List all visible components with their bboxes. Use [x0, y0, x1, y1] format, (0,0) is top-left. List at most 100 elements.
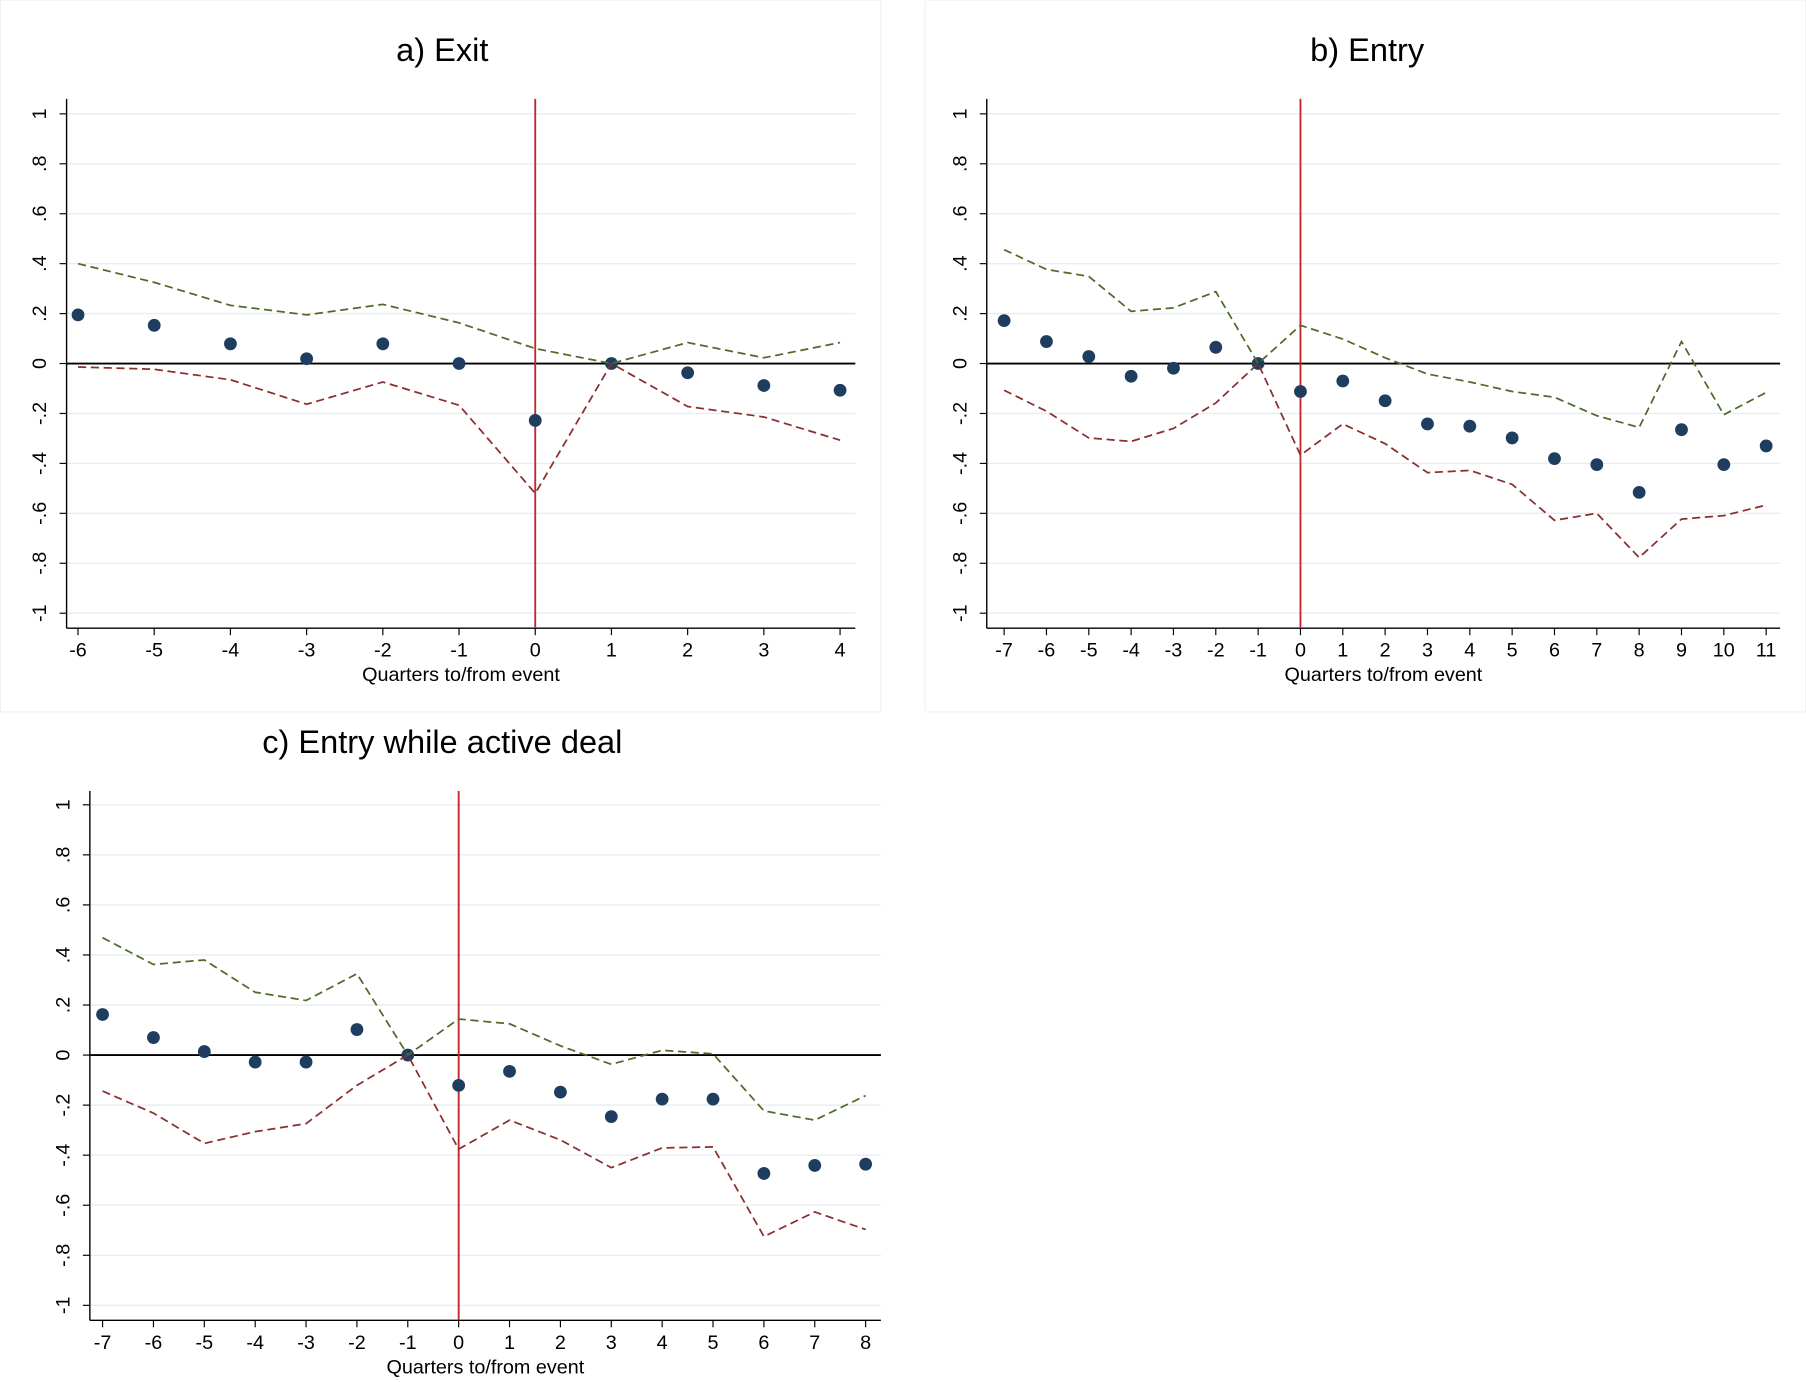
y-tick-label: .6 — [29, 205, 51, 221]
x-tick-label: 6 — [1549, 640, 1560, 662]
x-axis-title: Quarters to/from event — [1285, 664, 1483, 686]
x-tick-label: 10 — [1713, 640, 1735, 662]
point — [1675, 423, 1688, 437]
y-tick-label: 1 — [949, 108, 971, 119]
y-tick-label: -.6 — [52, 1194, 74, 1217]
x-tick-label: -3 — [297, 1332, 315, 1354]
point — [757, 379, 771, 392]
x-tick-label: 3 — [1422, 640, 1433, 662]
point — [1421, 417, 1434, 431]
point — [1717, 458, 1731, 472]
x-tick-label: -5 — [196, 1332, 214, 1354]
x-tick-label: 0 — [530, 640, 541, 662]
point — [655, 1092, 669, 1106]
chart-title: c) Entry while active deal — [262, 724, 622, 760]
ci-line — [1003, 362, 1767, 559]
x-tick-label: -1 — [1249, 640, 1267, 662]
point — [1590, 458, 1604, 472]
y-tick-label: 1 — [29, 108, 51, 119]
point — [1167, 361, 1180, 375]
point — [197, 1045, 211, 1058]
y-tick-label: 1 — [52, 799, 74, 810]
point — [300, 352, 314, 366]
point — [757, 1167, 771, 1180]
x-tick-label: 2 — [1380, 640, 1391, 662]
chart-title: a) Exit — [396, 32, 488, 68]
point — [376, 337, 390, 351]
x-tick-label: 1 — [606, 640, 617, 662]
ci-line — [77, 362, 841, 495]
point — [503, 1064, 516, 1078]
x-tick-label: 6 — [758, 1332, 769, 1354]
y-tick-label: .4 — [29, 255, 51, 271]
x-tick-label: -2 — [374, 640, 392, 662]
point — [1082, 350, 1096, 363]
point — [604, 1110, 618, 1124]
x-axis-title: Quarters to/from event — [362, 664, 560, 686]
x-axis-title: Quarters to/from event — [387, 1356, 585, 1378]
x-tick-label: -7 — [94, 1332, 112, 1354]
point — [1463, 419, 1477, 433]
point — [452, 1078, 466, 1092]
chart-title: b) Entry — [1310, 32, 1425, 68]
point — [1124, 369, 1138, 383]
point — [1548, 452, 1561, 466]
point — [96, 1008, 109, 1021]
x-tick-label: -4 — [1122, 640, 1140, 662]
x-tick-label: -6 — [145, 1332, 163, 1354]
x-tick-label: 3 — [606, 1332, 617, 1354]
x-tick-label: 7 — [809, 1332, 820, 1354]
x-tick-label: 2 — [682, 640, 693, 662]
x-tick-label: 11 — [1756, 640, 1777, 662]
point — [1209, 340, 1223, 354]
y-tick-label: .4 — [949, 255, 971, 271]
y-tick-label: 0 — [52, 1050, 74, 1061]
point — [71, 308, 85, 322]
point — [1632, 485, 1646, 499]
y-tick-label: 0 — [29, 358, 51, 369]
y-tick-label: .2 — [52, 997, 74, 1013]
x-tick-label: 1 — [504, 1332, 515, 1354]
ci-line — [1003, 248, 1767, 429]
y-tick-label: -.8 — [949, 552, 971, 575]
x-tick-label: -2 — [1207, 640, 1225, 662]
x-tick-label: -4 — [246, 1332, 264, 1354]
y-tick-label: -.2 — [29, 402, 51, 425]
ci-line — [102, 936, 867, 1122]
x-tick-label: 8 — [1634, 640, 1645, 662]
x-tick-label: 2 — [555, 1332, 566, 1354]
y-tick-label: .2 — [949, 305, 971, 321]
x-tick-label: -2 — [348, 1332, 366, 1354]
x-tick-label: 5 — [1507, 640, 1518, 662]
x-tick-label: -5 — [145, 640, 163, 662]
x-tick-label: 4 — [835, 640, 846, 662]
point — [224, 337, 237, 351]
point — [833, 383, 847, 397]
x-tick-label: -6 — [69, 640, 87, 662]
y-tick-label: 0 — [949, 358, 971, 369]
ci-line — [77, 262, 841, 365]
x-tick-label: 9 — [1676, 640, 1687, 662]
y-tick-label: -1 — [52, 1297, 74, 1315]
x-tick-label: 4 — [1464, 640, 1475, 662]
y-tick-label: -.6 — [29, 502, 51, 525]
y-tick-label: .8 — [29, 156, 51, 172]
y-tick-label: -.8 — [29, 552, 51, 575]
x-tick-label: 8 — [860, 1332, 871, 1354]
point — [1378, 394, 1392, 408]
x-tick-label: 1 — [1337, 640, 1348, 662]
point — [681, 366, 695, 380]
point — [147, 318, 161, 332]
point — [299, 1055, 313, 1069]
x-tick-label: -3 — [298, 640, 316, 662]
point — [997, 314, 1011, 327]
y-tick-label: .8 — [52, 847, 74, 863]
x-tick-label: -4 — [222, 640, 240, 662]
point — [452, 357, 466, 370]
x-tick-label: 7 — [1591, 640, 1602, 662]
x-tick-label: 5 — [708, 1332, 719, 1354]
y-tick-label: -1 — [949, 604, 971, 622]
point — [1505, 431, 1519, 445]
